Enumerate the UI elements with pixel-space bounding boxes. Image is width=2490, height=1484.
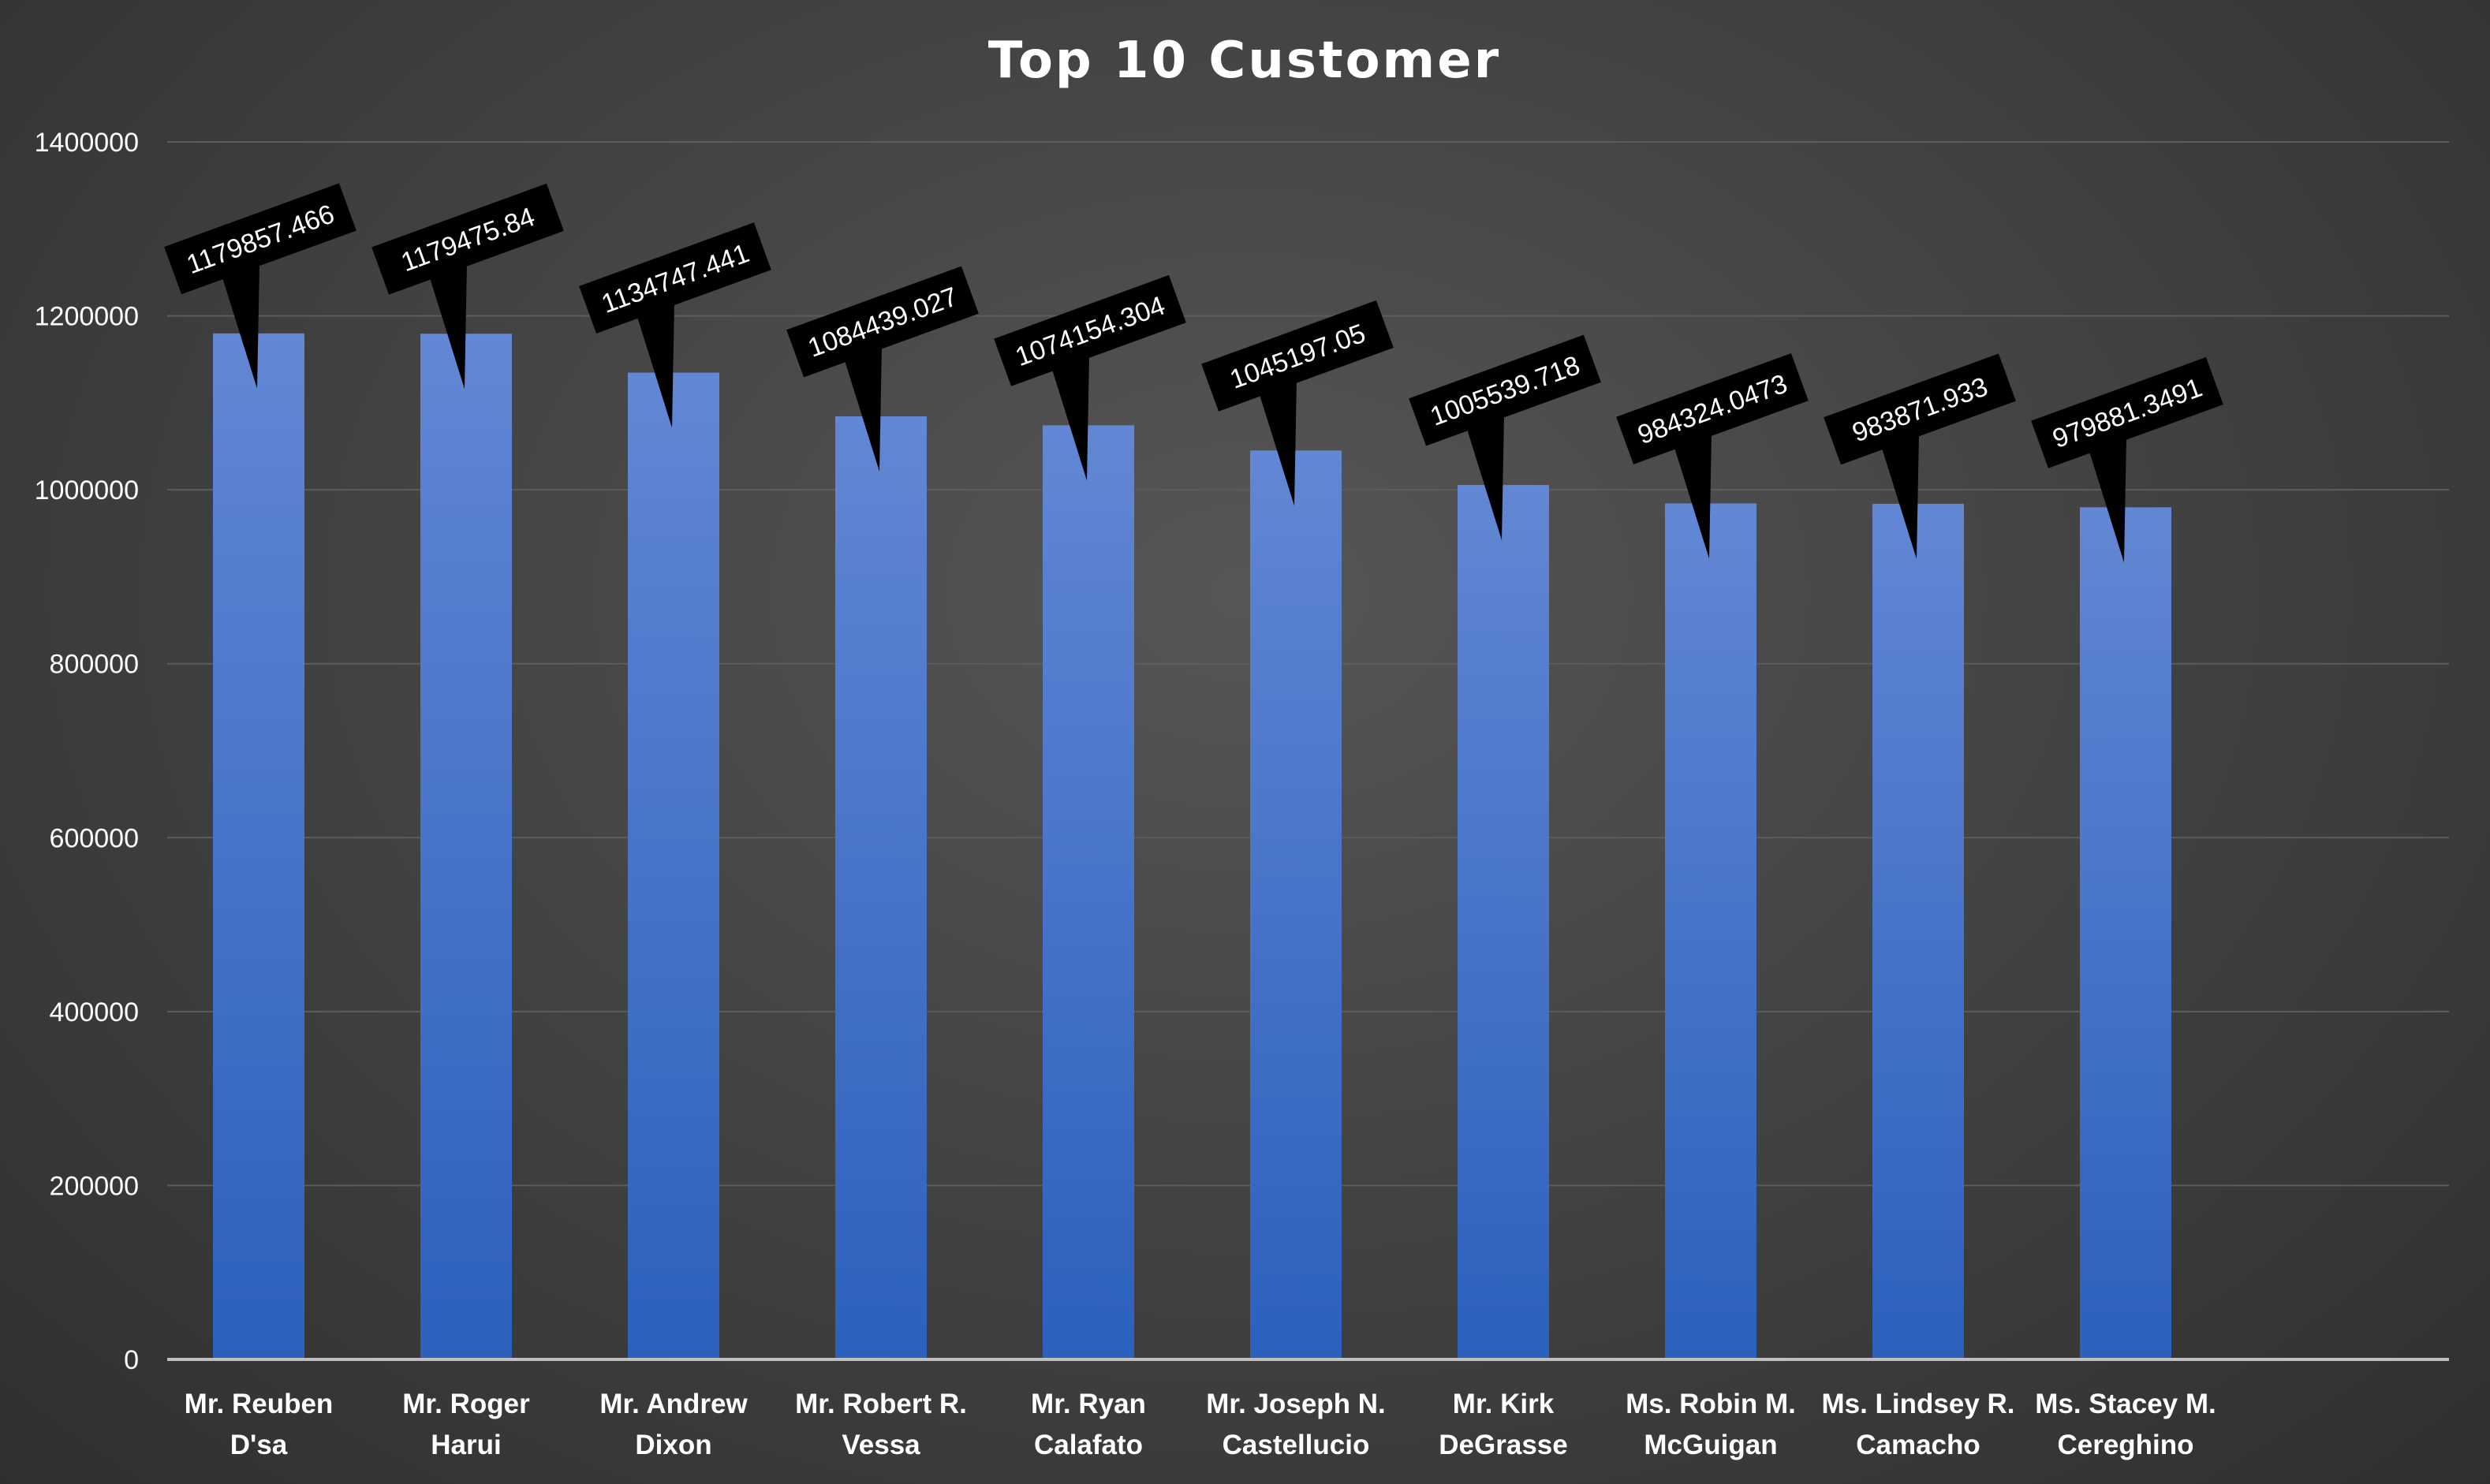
bar bbox=[628, 372, 719, 1360]
callout-box bbox=[1616, 353, 1809, 464]
x-tick-label: Mr. Kirk DeGrasse bbox=[1439, 1389, 1567, 1460]
callout-box bbox=[164, 183, 357, 295]
callout-box bbox=[786, 266, 979, 378]
bar bbox=[1665, 503, 1756, 1360]
x-tick-label: Mr. Roger Harui bbox=[402, 1389, 530, 1460]
bar bbox=[1250, 450, 1342, 1359]
callout-pointer bbox=[844, 347, 882, 472]
x-tick-label: Mr. Ryan Calafato bbox=[1031, 1389, 1146, 1460]
x-tick-label: Ms. Robin M. McGuigan bbox=[1626, 1389, 1796, 1460]
y-tick-label: 800000 bbox=[50, 650, 139, 680]
x-tick-label: Mr. Robert R. Vessa bbox=[795, 1389, 967, 1460]
callout-pointer bbox=[1881, 434, 1919, 559]
callout-pointer bbox=[1051, 356, 1089, 481]
callout-pointer bbox=[1466, 416, 1504, 541]
callout-box bbox=[579, 222, 771, 334]
bar bbox=[1872, 503, 1964, 1359]
x-tick-label: Ms. Stacey M. Cereghino bbox=[2035, 1389, 2216, 1460]
y-tick-label: 400000 bbox=[50, 997, 139, 1027]
chart-title: Top 10 Customer bbox=[988, 32, 1501, 90]
callout-box bbox=[994, 274, 1186, 386]
callout-box bbox=[371, 183, 564, 295]
bar bbox=[420, 334, 512, 1359]
callout-box bbox=[1824, 353, 2016, 465]
bar bbox=[835, 416, 927, 1359]
bar bbox=[2080, 507, 2171, 1360]
data-label-callout: 1179475.84 bbox=[371, 183, 564, 390]
x-tick-label: Mr. Joseph N. Castellucio bbox=[1206, 1389, 1386, 1460]
y-tick-label: 0 bbox=[124, 1345, 139, 1375]
callout-pointer bbox=[1259, 381, 1297, 506]
callout-pointer bbox=[636, 303, 674, 428]
callout-box bbox=[2031, 356, 2223, 468]
x-tick-label: Mr. Andrew Dixon bbox=[599, 1389, 748, 1460]
y-tick-label: 1000000 bbox=[35, 475, 139, 505]
y-tick-label: 1200000 bbox=[35, 302, 139, 332]
bar bbox=[1458, 485, 1549, 1359]
bar bbox=[213, 333, 304, 1359]
callout-pointer bbox=[1674, 434, 1712, 559]
callout-pointer bbox=[222, 264, 259, 389]
y-tick-label: 1400000 bbox=[35, 128, 139, 158]
y-tick-label: 200000 bbox=[50, 1171, 139, 1201]
y-tick-label: 600000 bbox=[50, 823, 139, 853]
callout-pointer bbox=[429, 264, 467, 390]
y-axis-ticks: 0 200000 400000 600000 800000 1000000 1200000 1… bbox=[35, 128, 139, 1375]
x-axis-labels: Mr. Reuben D'sa Mr. Roger Harui Mr. Andrew Di… bbox=[185, 1389, 2216, 1460]
x-tick-label: Ms. Lindsey R. Camacho bbox=[1821, 1389, 2014, 1460]
bars bbox=[213, 333, 2171, 1360]
callout-pointer bbox=[2089, 438, 2126, 563]
x-tick-label: Mr. Reuben D'sa bbox=[185, 1389, 334, 1460]
callout-box bbox=[1409, 334, 1601, 446]
callout-box bbox=[1201, 300, 1394, 412]
bar bbox=[1043, 425, 1134, 1359]
data-label-callout: 983871.933 bbox=[1824, 353, 2016, 559]
